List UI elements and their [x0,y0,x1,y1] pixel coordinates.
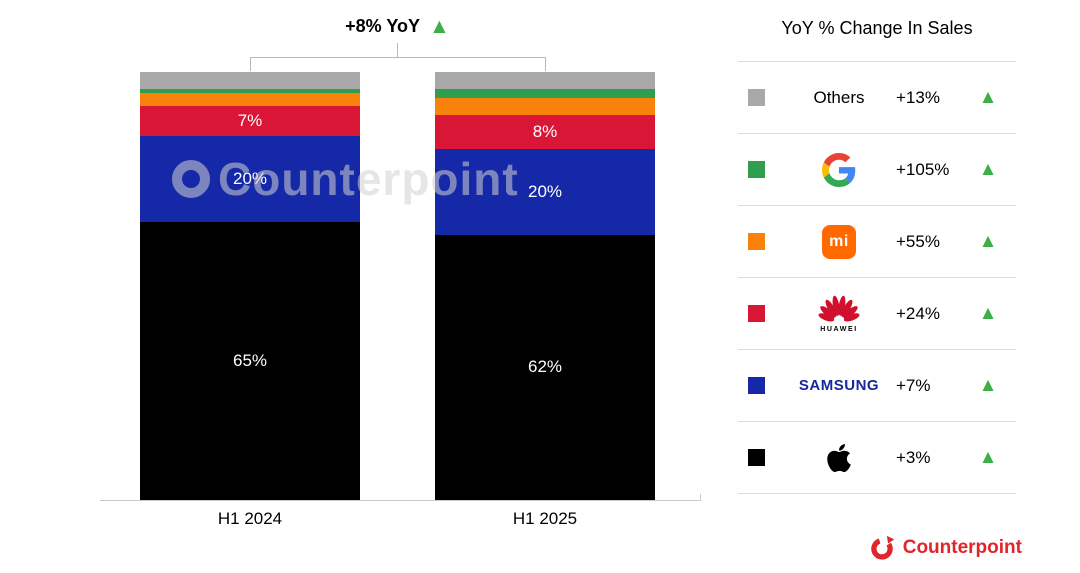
bar-segment-others [435,72,655,90]
huawei-logo-icon: HUAWEI [818,295,860,333]
counterpoint-wordmark: Counterpoint [902,537,1022,558]
bar-segment-apple: 65% [140,221,360,500]
bar-segment-samsung: 20% [435,149,655,235]
bar-segment-samsung: 20% [140,136,360,222]
bar-segment-label: 65% [232,350,268,370]
apple-logo-icon [827,443,851,472]
xiaomi-logo-icon: mi [822,224,856,259]
xiaomi-change: +55% [896,231,940,251]
samsung-wordmark: SAMSUNG [798,377,880,394]
apple-change: +3% [896,447,931,467]
bar-segment-label: 62% [527,357,563,377]
legend-row-others: Others +13% ▲ [738,61,1016,133]
bracket-line [250,57,545,58]
bar-segment-label: 20% [232,168,268,188]
samsung-change: +7% [896,375,931,395]
legend-row-apple: +3% ▲ [738,421,1016,494]
samsung-swatch [748,377,765,394]
up-triangle-icon: ▲ [978,158,998,180]
huawei-swatch [748,305,765,322]
legend-row-xiaomi: mi +55% ▲ [738,205,1016,277]
others-label: Others [813,87,865,107]
bar-segment-xiaomi [140,93,360,107]
google-swatch [748,161,765,178]
bar-segment-apple: 62% [435,234,655,500]
bar-segment-label: 8% [532,121,558,141]
legend-row-huawei: HUAWEI +24% ▲ [738,277,1016,349]
bar-segment-huawei: 8% [435,114,655,149]
up-triangle-icon: ▲ [978,374,998,396]
stacked-bar: 7% 20% 65% [140,72,360,500]
legend-row-samsung: SAMSUNG +7% ▲ [738,349,1016,421]
xiaomi-swatch [748,233,765,250]
bar-segment-label: 7% [237,111,263,131]
bar-segment-others [140,72,360,90]
up-triangle-icon: ▲ [429,15,450,38]
up-triangle-icon: ▲ [978,446,998,468]
x-axis-line [100,500,700,501]
yoy-total-label: +8% YoY [345,16,421,36]
bar-segment-label: 20% [527,181,563,201]
stacked-bar: 8% 20% 62% [435,72,655,500]
bar-segment-xiaomi [435,97,655,115]
bracket-line [397,43,398,57]
bar-segment-huawei: 7% [140,106,360,137]
huawei-change: +24% [896,303,940,323]
chart-title: +8% YoY ▲ [250,16,545,37]
google-logo-icon [822,152,856,187]
huawei-wordmark: HUAWEI [820,325,858,333]
legend-row-google: +105% ▲ [738,133,1016,205]
legend-title: YoY % Change In Sales [781,18,973,38]
x-axis-tick [700,494,701,501]
up-triangle-icon: ▲ [978,86,998,108]
bar-segment-google [435,89,655,98]
apple-swatch [748,449,765,466]
counterpoint-brand: Counterpoint [869,535,1022,561]
others-swatch [748,89,765,106]
up-triangle-icon: ▲ [978,230,998,252]
xiaomi-glyph: mi [829,232,849,250]
legend-panel: YoY % Change In Sales Others +13% ▲ +105… [738,14,1016,494]
counterpoint-logo-icon [870,535,894,560]
others-change: +13% [896,87,940,107]
category-label-h1-2024: H1 2024 [217,509,283,528]
bracket-line [545,57,546,71]
category-label-h1-2025: H1 2025 [512,509,578,528]
bracket-line [250,57,251,71]
google-change: +105% [896,159,950,179]
bar-segment-google [140,89,360,94]
huawei-flower-icon [818,295,860,321]
up-triangle-icon: ▲ [978,302,998,324]
